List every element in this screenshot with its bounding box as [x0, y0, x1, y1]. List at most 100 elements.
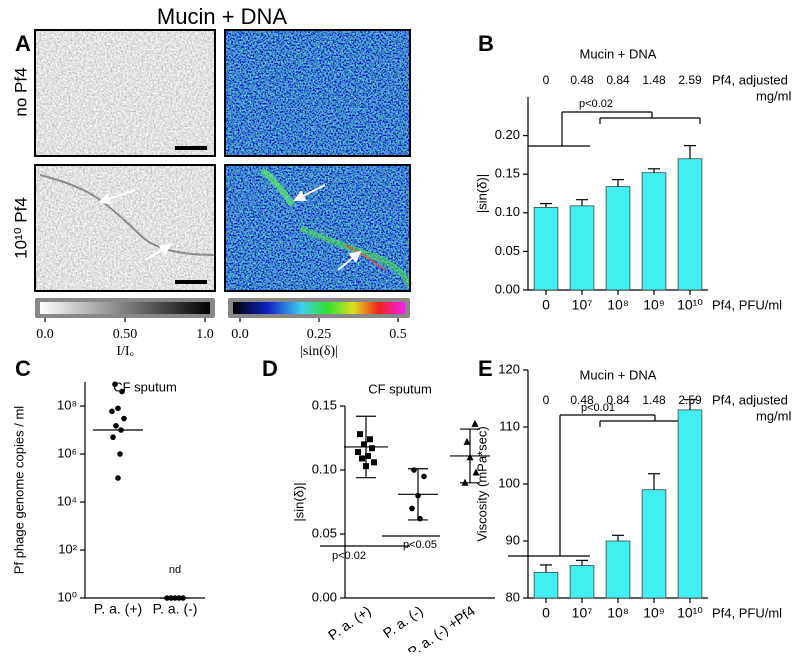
- x-tick-label: P. a. (+): [325, 602, 374, 643]
- top-tick-label: 2.59: [678, 73, 702, 87]
- y-axis-label: Pf phage genome copies / ml: [11, 406, 26, 574]
- annotation: p<0.02: [579, 98, 613, 110]
- panel-title: Mucin + DNA: [157, 4, 288, 29]
- y-axis-label: |sin(δ)|: [474, 174, 489, 213]
- data-point: [112, 381, 118, 388]
- bar: [677, 158, 703, 291]
- top-tick-label: 0: [543, 393, 550, 407]
- top-tick-label: 0.84: [606, 73, 630, 87]
- x-tick-label: 10⁸: [607, 297, 629, 313]
- x-tick-label: 10⁷: [572, 297, 593, 313]
- data-point: [117, 451, 123, 457]
- panel-letter: C: [15, 356, 31, 381]
- colorbar-tick-label: 0.0: [231, 327, 249, 342]
- top-axis-label: mg/ml: [756, 408, 792, 423]
- micrograph: [224, 164, 413, 292]
- data-point: [119, 388, 125, 395]
- bar: [641, 172, 667, 291]
- top-axis-label: Pf4, adjusted: [712, 72, 788, 87]
- annotation: p<0.05: [403, 539, 437, 551]
- data-point: [411, 467, 417, 473]
- data-point: [355, 449, 361, 456]
- data-point: [421, 473, 427, 480]
- x-tick-label: 0: [542, 297, 550, 313]
- y-axis-label: |sin(δ)|: [291, 482, 306, 521]
- y-tick-label: 80: [506, 589, 520, 604]
- annotation: p<0.02: [332, 550, 366, 562]
- bar: [569, 205, 595, 291]
- colorbar-tick-label: 0.0: [36, 327, 54, 342]
- data-point: [369, 445, 375, 452]
- chart-subtitle: Mucin + DNA: [580, 367, 657, 382]
- top-tick-label: 2.59: [678, 393, 702, 407]
- y-tick-label: 0.20: [495, 127, 520, 142]
- y-tick-label: 0.15: [495, 166, 520, 181]
- bar: [605, 186, 631, 291]
- top-tick-label: 0.84: [606, 393, 630, 407]
- colorbar: [228, 298, 410, 318]
- y-tick-label: 0.10: [495, 204, 520, 219]
- y-axis-label: Viscosity (mPa*sec): [474, 426, 489, 541]
- micrograph: [34, 164, 216, 292]
- data-point: [409, 505, 415, 512]
- x-tick-label: 10⁹: [643, 605, 665, 621]
- top-tick-label: 1.48: [642, 393, 666, 407]
- data-point: [361, 441, 367, 448]
- annotation: nd: [169, 564, 181, 576]
- panel-letter: D: [262, 356, 278, 381]
- y-tick-label: 0.05: [495, 243, 520, 258]
- y-tick-label: 100: [498, 475, 520, 490]
- top-tick-label: 1.48: [642, 73, 666, 87]
- y-tick-label: 110: [499, 418, 520, 433]
- micrograph: [224, 29, 411, 157]
- data-point: [365, 452, 371, 459]
- data-point: [463, 437, 471, 445]
- colorbar-tick-label: 0.25: [307, 327, 332, 342]
- data-point: [371, 459, 377, 466]
- y-tick-label: 0.15: [312, 397, 337, 412]
- x-axis-label: Pf4, PFU/ml: [712, 297, 782, 312]
- x-tick-label: 0: [542, 605, 550, 621]
- top-tick-label: 0: [543, 73, 550, 87]
- y-tick-label: 120: [498, 361, 520, 376]
- y-tick-label: 10⁶: [57, 445, 77, 460]
- panel-letter: E: [478, 356, 493, 381]
- chart-title: CF sputum: [368, 381, 432, 396]
- x-tick-label: 10¹⁰: [677, 605, 703, 621]
- data-point: [359, 455, 365, 462]
- colorbar-label: I/Iₒ: [116, 344, 133, 359]
- bar: [533, 206, 559, 291]
- y-tick-label: 0.10: [312, 461, 337, 476]
- y-tick-label: 10²: [58, 541, 77, 556]
- top-axis-label: Pf4, adjusted: [712, 392, 788, 407]
- y-tick-label: 0.05: [312, 525, 337, 540]
- data-point: [115, 475, 121, 481]
- y-tick-label: 10⁰: [57, 589, 77, 604]
- data-point: [121, 415, 127, 422]
- bar: [533, 571, 559, 599]
- bar: [641, 489, 667, 599]
- annotation: p<0.01: [581, 402, 615, 414]
- data-point: [471, 419, 479, 427]
- x-axis-label: Pf4, PFU/ml: [712, 605, 782, 620]
- bar: [605, 540, 631, 599]
- row-label: 10¹⁰ Pf4: [11, 197, 30, 259]
- data-point: [110, 434, 116, 441]
- colorbar-tick-label: 0.5: [389, 327, 407, 342]
- data-point: [115, 405, 121, 412]
- data-point: [472, 468, 480, 476]
- panel-letter: B: [478, 31, 494, 56]
- row-label: no Pf4: [11, 67, 30, 116]
- y-tick-label: 10⁸: [57, 397, 77, 412]
- x-tick-label: 10⁹: [643, 297, 665, 313]
- chart-title: CF sputum: [113, 379, 177, 394]
- x-tick-label: 10⁷: [572, 605, 593, 621]
- y-tick-label: 0.00: [495, 281, 520, 296]
- panel-letter: A: [15, 31, 31, 56]
- chart-subtitle: Mucin + DNA: [580, 46, 657, 61]
- colorbar-label: |sin(δ)|: [300, 344, 338, 359]
- colorbar: [35, 298, 215, 318]
- y-tick-label: 90: [506, 532, 520, 547]
- y-tick-label: 10⁴: [57, 493, 77, 508]
